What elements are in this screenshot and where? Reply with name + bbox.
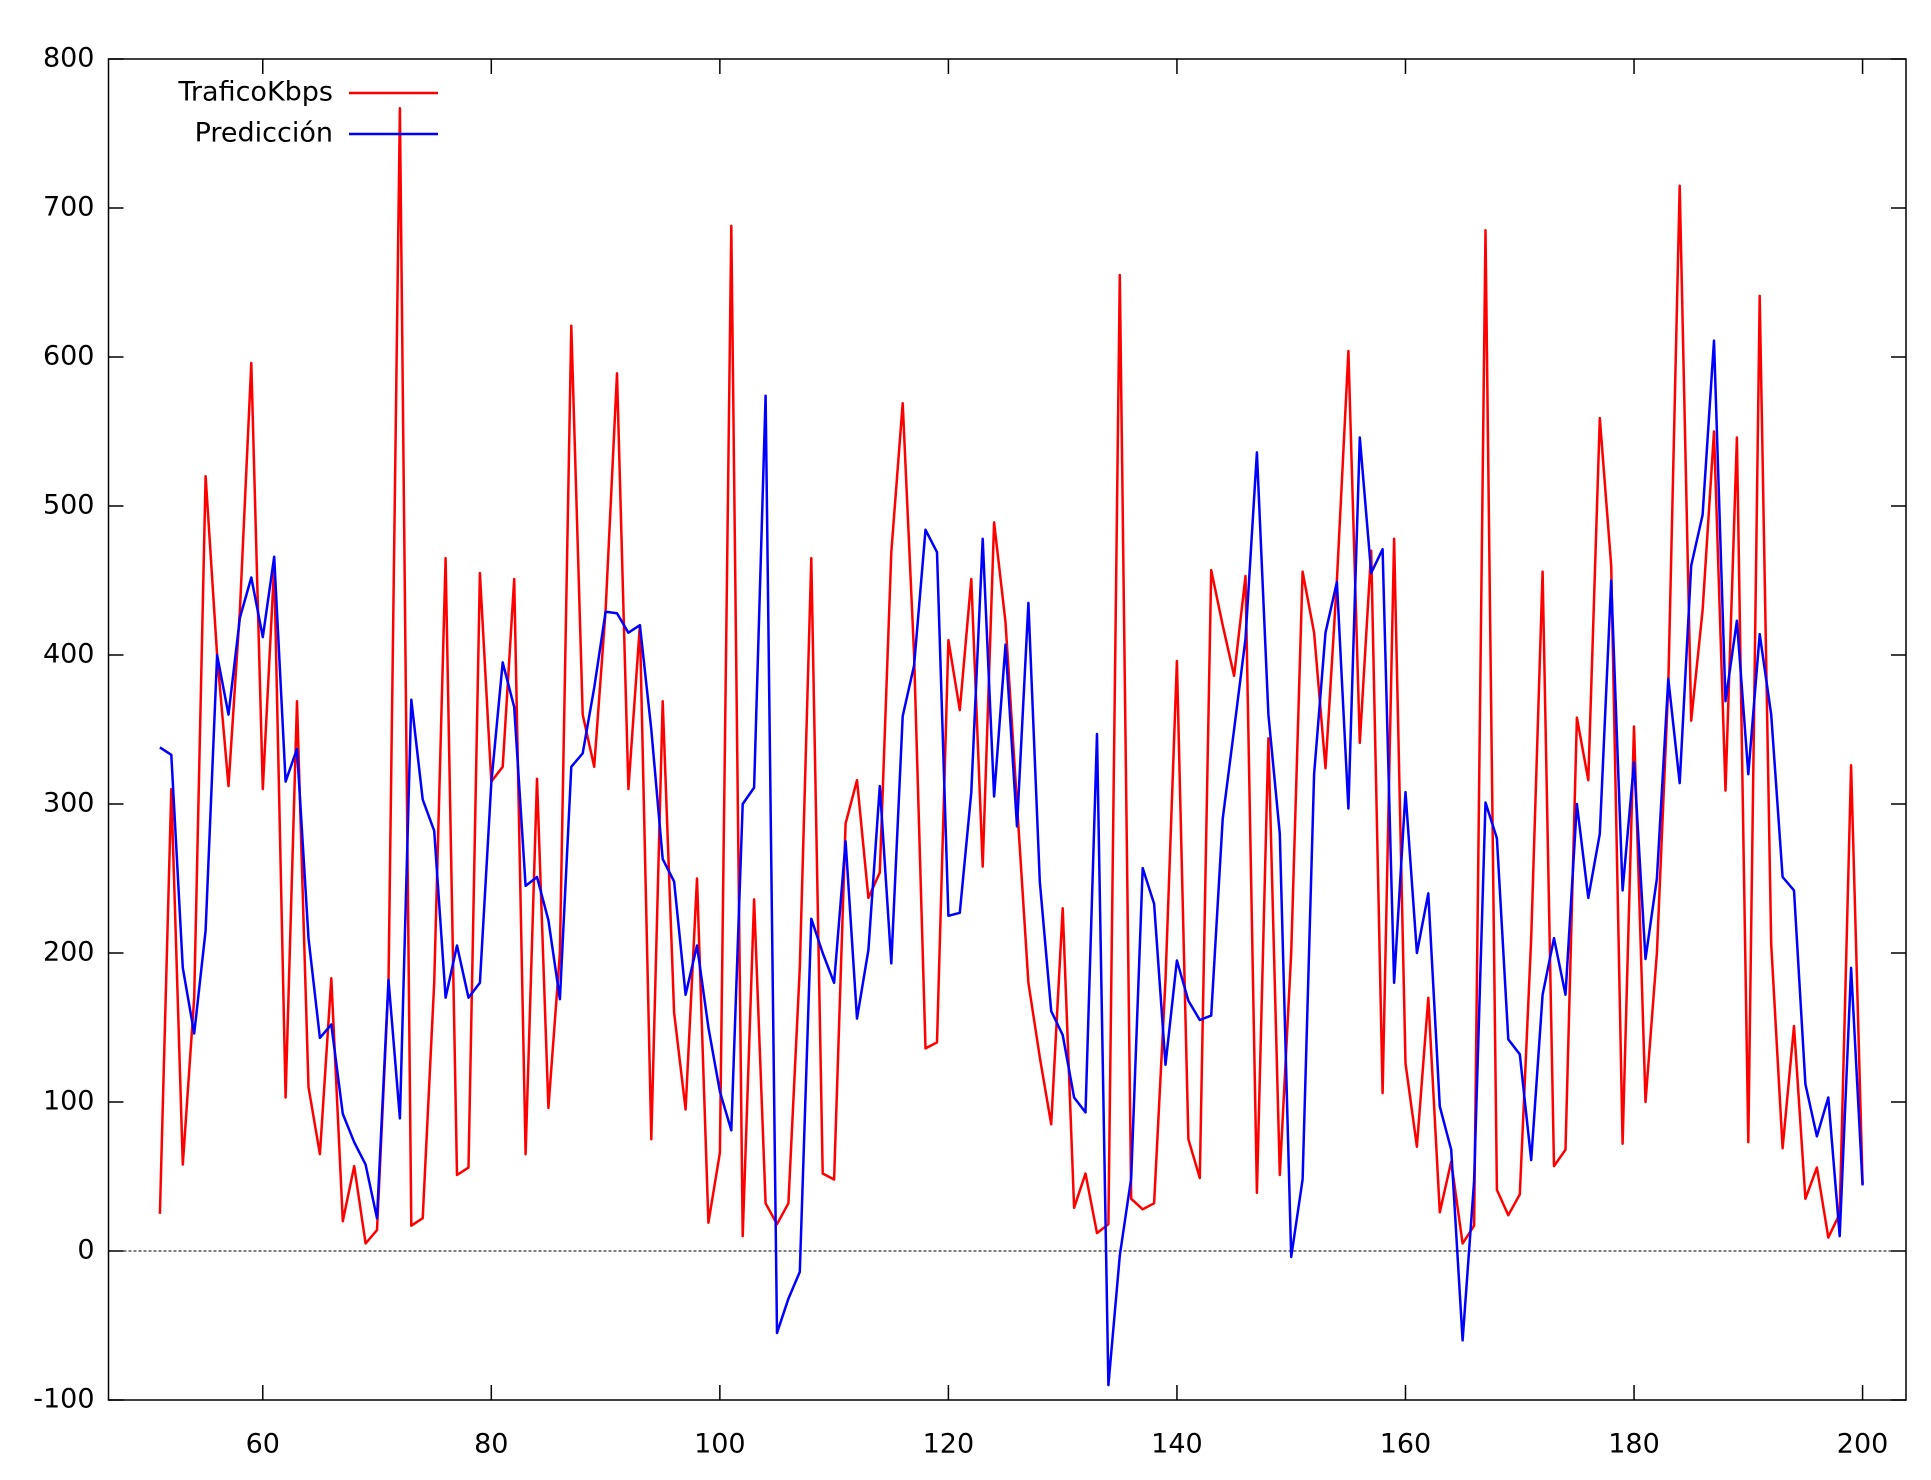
series-line — [159, 339, 1864, 1387]
x-tick-label: 80 — [474, 1429, 508, 1460]
y-tick-label: 600 — [43, 341, 95, 372]
y-tick-label: 0 — [77, 1235, 94, 1266]
y-tick-label: 800 — [43, 43, 95, 74]
y-tick-label: 100 — [43, 1086, 95, 1117]
y-tick-label: 400 — [43, 639, 95, 670]
x-tick-label: 60 — [246, 1429, 280, 1460]
x-tick-label: 120 — [923, 1429, 975, 1460]
x-tick-label: 180 — [1608, 1429, 1660, 1460]
series-line — [158, 106, 1864, 1245]
y-tick-label: 500 — [43, 490, 95, 521]
x-tick-label: 100 — [694, 1429, 746, 1460]
x-tick-label: 140 — [1151, 1429, 1203, 1460]
y-tick-label: 200 — [43, 937, 95, 968]
y-tick-label: 300 — [43, 788, 95, 819]
plot-border — [107, 58, 1907, 1401]
legend-label: Predicción — [195, 118, 333, 149]
y-tick-label: -100 — [33, 1384, 94, 1415]
legend-label: TraficoKbps — [177, 77, 333, 108]
y-tick-label: 700 — [43, 192, 95, 223]
x-tick-label: 200 — [1837, 1429, 1889, 1460]
x-tick-label: 160 — [1380, 1429, 1432, 1460]
